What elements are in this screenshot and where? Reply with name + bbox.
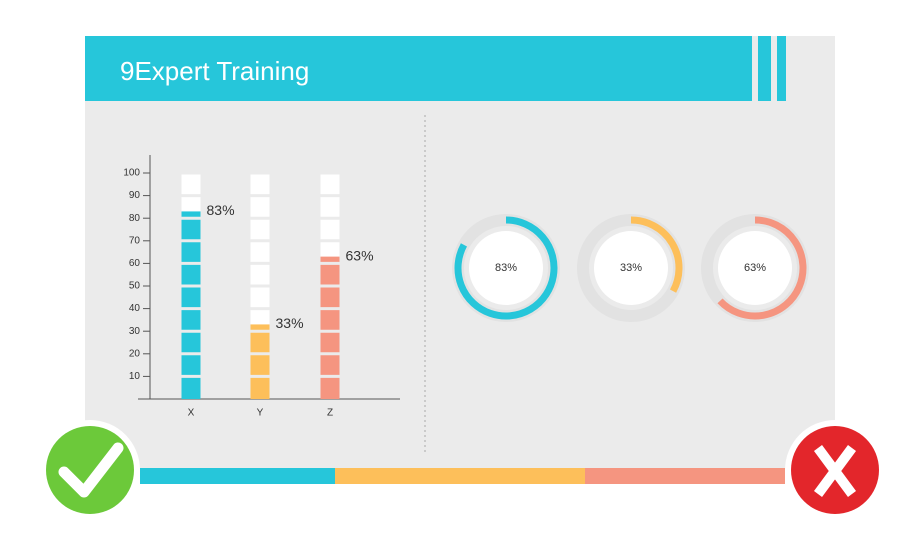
value-label: 83% [495, 262, 517, 274]
y-tick-label: 60 [129, 258, 141, 269]
check-icon [40, 420, 140, 520]
donut-arc [454, 216, 558, 320]
bar [250, 324, 270, 399]
footer-bar [585, 468, 785, 484]
bar [181, 211, 201, 399]
x-tick-label: Y [257, 408, 264, 419]
donut-arc [717, 216, 807, 320]
donut-center [718, 231, 792, 305]
y-tick-label: 30 [129, 326, 141, 337]
footer-bar [140, 468, 335, 484]
header-stripe [777, 36, 786, 101]
cross-icon [785, 420, 885, 520]
page-title: 9Expert Training [120, 56, 309, 86]
value-label: 33% [276, 315, 304, 331]
y-tick-label: 20 [129, 348, 141, 359]
y-tick-label: 90 [129, 190, 141, 201]
y-tick-label: 80 [129, 213, 141, 224]
y-tick-label: 100 [123, 168, 140, 179]
y-tick-label: 10 [129, 371, 141, 382]
value-label: 83% [207, 202, 235, 218]
header-stripe [758, 36, 771, 101]
donut-center [594, 231, 668, 305]
header-bar [85, 36, 752, 101]
x-tick-label: Z [327, 408, 333, 419]
donut-center [469, 231, 543, 305]
value-label: 33% [620, 262, 642, 274]
footer-bar [335, 468, 585, 484]
y-tick-label: 50 [129, 281, 141, 292]
x-tick-label: X [188, 408, 195, 419]
y-tick-label: 70 [129, 235, 141, 246]
donut-arc [630, 216, 683, 293]
y-tick-label: 40 [129, 303, 141, 314]
value-label: 63% [346, 247, 374, 263]
bar [320, 256, 340, 399]
value-label: 63% [744, 262, 766, 274]
